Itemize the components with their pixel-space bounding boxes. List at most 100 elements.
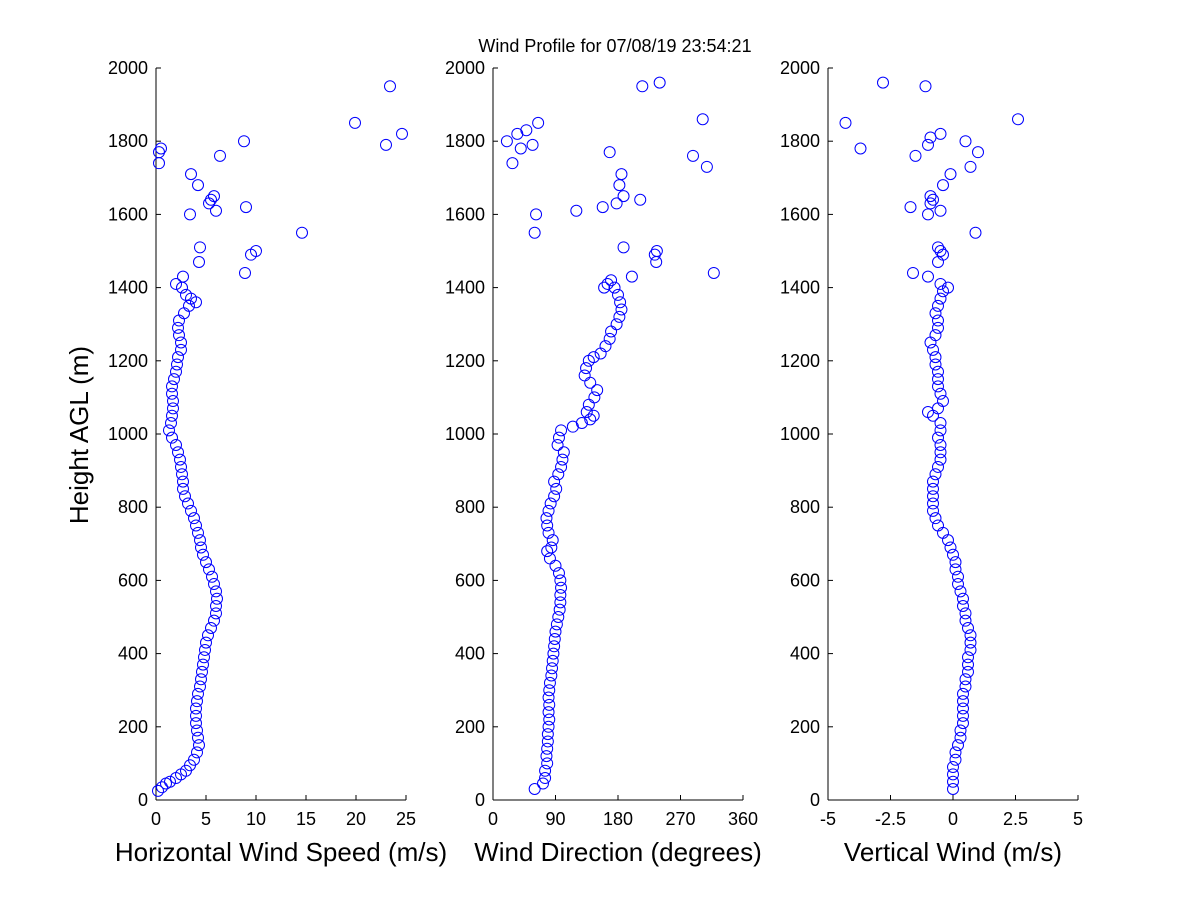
data-point xyxy=(854,142,867,155)
data-point xyxy=(932,314,944,327)
data-point xyxy=(934,127,947,140)
x-tick-label: 90 xyxy=(545,809,565,829)
data-point xyxy=(548,475,561,488)
data-point xyxy=(924,197,937,210)
data-point xyxy=(952,578,964,591)
x-tick-label: 10 xyxy=(246,809,266,829)
panel-vertical-wind: 0 200 400 600 800 1000 1200 1400 1600 1800 2000 -5 -… xyxy=(780,58,1083,829)
y-tick-label: 800 xyxy=(455,497,485,517)
data-point xyxy=(180,288,192,301)
data-point xyxy=(601,277,614,290)
data-point xyxy=(578,369,591,382)
data-point xyxy=(570,204,583,217)
data-point xyxy=(542,720,555,733)
y-tick-label: 800 xyxy=(790,497,820,517)
data-point xyxy=(192,687,204,700)
data-point xyxy=(927,482,939,495)
data-point xyxy=(927,497,939,510)
x-tick-label: 270 xyxy=(665,809,695,829)
data-point xyxy=(152,784,164,797)
data-point xyxy=(932,460,944,473)
data-point xyxy=(924,131,937,144)
data-point xyxy=(617,241,630,254)
data-point xyxy=(929,468,942,481)
data-point xyxy=(210,607,222,620)
data-point xyxy=(178,307,190,320)
y-tick-label: 1400 xyxy=(445,278,485,298)
x-tick-label: 180 xyxy=(603,809,633,829)
y-tick-label: 1400 xyxy=(108,278,148,298)
y-tick-label: 1200 xyxy=(445,351,485,371)
y-tick-label: 400 xyxy=(118,644,148,664)
data-point xyxy=(927,490,939,503)
data-point xyxy=(214,149,226,162)
data-point xyxy=(190,519,202,532)
data-point xyxy=(191,724,203,737)
data-point xyxy=(580,362,593,375)
data-point xyxy=(934,438,947,451)
data-point xyxy=(514,142,527,155)
data-point xyxy=(962,621,974,634)
data-point xyxy=(203,563,215,576)
y-tick-label: 0 xyxy=(138,790,148,810)
x-tick-label: 360 xyxy=(728,809,758,829)
data-point xyxy=(552,431,565,444)
data-point xyxy=(615,303,628,316)
data-point xyxy=(949,746,962,759)
panel-horizontal-wind-speed: 0 200 400 600 800 1000 1200 1400 1600 1800 2000 0 5 1… xyxy=(108,58,416,829)
data-point xyxy=(166,387,178,400)
y-tick-label: 1600 xyxy=(445,204,485,224)
data-point xyxy=(172,321,184,334)
data-point xyxy=(170,365,182,378)
data-point xyxy=(952,739,964,752)
data-point xyxy=(539,764,552,777)
data-point xyxy=(580,406,593,419)
x-tick-label: 0 xyxy=(488,809,498,829)
data-point xyxy=(528,226,541,239)
data-point xyxy=(175,336,187,349)
data-point xyxy=(210,600,222,613)
data-point xyxy=(929,512,942,525)
data-point xyxy=(934,446,947,459)
data-point xyxy=(541,519,554,532)
data-point xyxy=(349,116,361,129)
data-point xyxy=(543,713,556,726)
data-point xyxy=(205,621,217,634)
data-point xyxy=(929,351,942,364)
y-tick-label: 1600 xyxy=(108,204,148,224)
data-point xyxy=(188,753,200,766)
data-point xyxy=(927,475,939,488)
data-point xyxy=(205,193,217,206)
data-point xyxy=(540,512,553,525)
data-point xyxy=(557,446,570,459)
data-point xyxy=(937,248,949,261)
data-point xyxy=(934,245,947,257)
data-point xyxy=(197,658,209,671)
x-tick-label: 25 xyxy=(396,809,416,829)
data-point xyxy=(184,208,196,221)
data-point xyxy=(555,581,568,594)
y-tick-label: 600 xyxy=(455,570,485,590)
data-point xyxy=(954,585,967,598)
data-point xyxy=(296,226,308,239)
data-point xyxy=(650,255,663,268)
data-point xyxy=(190,709,202,722)
data-point xyxy=(947,775,959,788)
data-point xyxy=(605,274,618,287)
data-point xyxy=(929,329,942,342)
data-point xyxy=(650,245,663,257)
data-point xyxy=(543,676,556,689)
data-point xyxy=(934,204,947,217)
data-point xyxy=(163,424,175,437)
data-point xyxy=(210,585,222,598)
data-point xyxy=(927,504,939,517)
data-point xyxy=(549,625,562,638)
data-point xyxy=(543,684,556,697)
data-point xyxy=(947,783,959,796)
data-point xyxy=(575,417,588,430)
data-point xyxy=(653,76,666,89)
data-point xyxy=(610,197,623,210)
data-point xyxy=(617,190,630,203)
data-point xyxy=(539,772,552,785)
data-point xyxy=(528,783,541,796)
